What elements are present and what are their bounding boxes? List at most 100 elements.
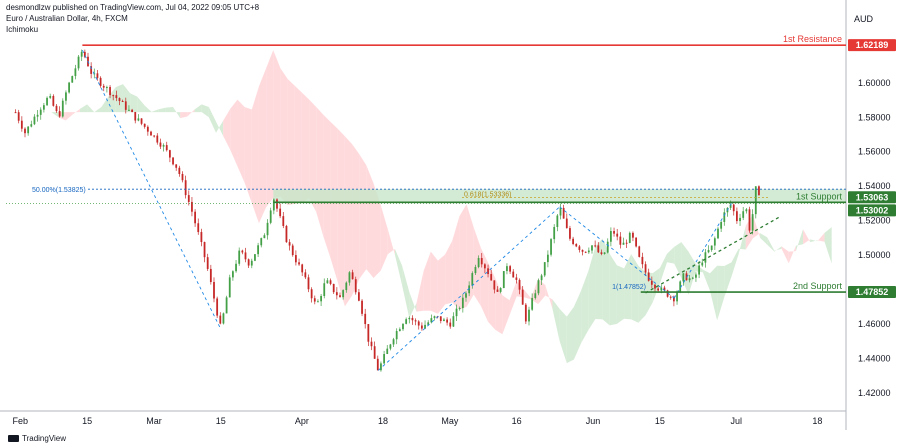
candle-body <box>24 128 26 134</box>
cloud-segment <box>466 204 474 307</box>
candle-body <box>682 273 685 282</box>
y-tick-label: 1.58000 <box>858 112 891 122</box>
candle-body <box>361 300 363 314</box>
candle-body <box>528 309 530 322</box>
candle-body <box>317 301 319 303</box>
cloud-segment <box>79 104 88 113</box>
candle-body <box>745 209 748 212</box>
cloud-segment <box>502 295 510 335</box>
candle-body <box>707 250 710 253</box>
candle-body <box>304 272 307 278</box>
candle-body <box>146 126 149 132</box>
cloud-segment <box>810 239 818 243</box>
candle-body <box>90 66 93 74</box>
candle-body <box>235 263 237 272</box>
cloud-segment <box>566 306 574 364</box>
candle-body <box>209 268 212 282</box>
cloud-segment <box>588 246 596 331</box>
trend-line <box>81 49 222 330</box>
cloud-segment <box>480 247 489 322</box>
candle-body <box>720 221 723 229</box>
x-tick-label: Apr <box>295 416 309 426</box>
candle-body <box>68 82 70 93</box>
candle-body <box>518 279 521 290</box>
candle-body <box>159 142 162 147</box>
candle-body <box>20 120 23 129</box>
candle-body <box>537 280 540 294</box>
candle-body <box>417 321 420 326</box>
cloud-segment <box>638 265 646 323</box>
resistance-price-label: 1.62189 <box>856 40 889 50</box>
candle-body <box>373 346 376 359</box>
candle-body <box>323 283 326 296</box>
candle-body <box>543 262 546 276</box>
candle-body <box>254 254 256 261</box>
cloud-segment <box>767 237 775 252</box>
candle-body <box>534 293 537 299</box>
cloud-segment <box>645 272 653 316</box>
candle-body <box>619 236 622 245</box>
candle-body <box>269 210 272 223</box>
candle-body <box>395 331 398 340</box>
cloud-segment <box>72 108 80 115</box>
candle-body <box>578 246 581 250</box>
cloud-segment <box>538 278 546 305</box>
cloud-segment <box>509 280 517 316</box>
cloud-segment <box>94 106 102 113</box>
support2-name: 2nd Support <box>793 281 843 291</box>
candle-body <box>480 258 483 265</box>
candle-body <box>465 293 467 298</box>
candle-body <box>298 262 300 265</box>
cloud-segment <box>287 78 295 206</box>
cloud-segment <box>795 229 804 252</box>
support2-price-box <box>848 286 896 299</box>
cloud-segment <box>187 109 195 117</box>
candle-body <box>587 250 590 253</box>
candle-body <box>405 319 408 324</box>
candle-body <box>345 282 348 291</box>
support-zone <box>273 189 847 203</box>
candle-body <box>238 250 241 264</box>
candle-body <box>187 195 190 202</box>
cloud-segment <box>616 265 625 324</box>
candle-body <box>380 363 382 371</box>
candle-body <box>710 245 713 251</box>
cloud-segment <box>803 229 811 245</box>
candle-body <box>556 215 559 228</box>
candle-body <box>279 208 282 217</box>
cloud-segment <box>531 278 539 305</box>
candle-body <box>150 131 152 136</box>
candle-body <box>471 273 474 286</box>
candle-body <box>376 358 379 371</box>
candle-body <box>153 135 156 137</box>
x-tick-label: 18 <box>378 416 388 426</box>
candle-body <box>487 268 489 275</box>
cloud-segment <box>223 108 231 151</box>
candle-body <box>386 348 389 355</box>
candle-body <box>364 313 367 325</box>
candle-body <box>420 325 423 329</box>
candle-body <box>461 297 464 309</box>
cloud-segment <box>573 290 582 360</box>
cloud-segment <box>724 262 732 298</box>
candle-body <box>307 277 310 290</box>
candle-body <box>695 274 697 278</box>
candle-body <box>606 241 609 253</box>
candle-body <box>228 277 231 298</box>
resistance-name: 1st Resistance <box>783 34 842 44</box>
candle-body <box>96 73 99 78</box>
cloud-segment <box>609 254 617 326</box>
candle-body <box>569 228 571 239</box>
cloud-segment <box>709 265 718 321</box>
candle-body <box>326 280 329 284</box>
candle-body <box>80 51 83 57</box>
candle-body <box>698 265 700 275</box>
candle-body <box>266 222 269 236</box>
trend-line <box>377 206 560 371</box>
cloud-segment <box>545 285 553 309</box>
cloud-segment <box>323 114 331 259</box>
candle-body <box>77 56 80 69</box>
candle-body <box>591 245 593 251</box>
candle-body <box>509 266 511 272</box>
candle-body <box>524 304 527 322</box>
